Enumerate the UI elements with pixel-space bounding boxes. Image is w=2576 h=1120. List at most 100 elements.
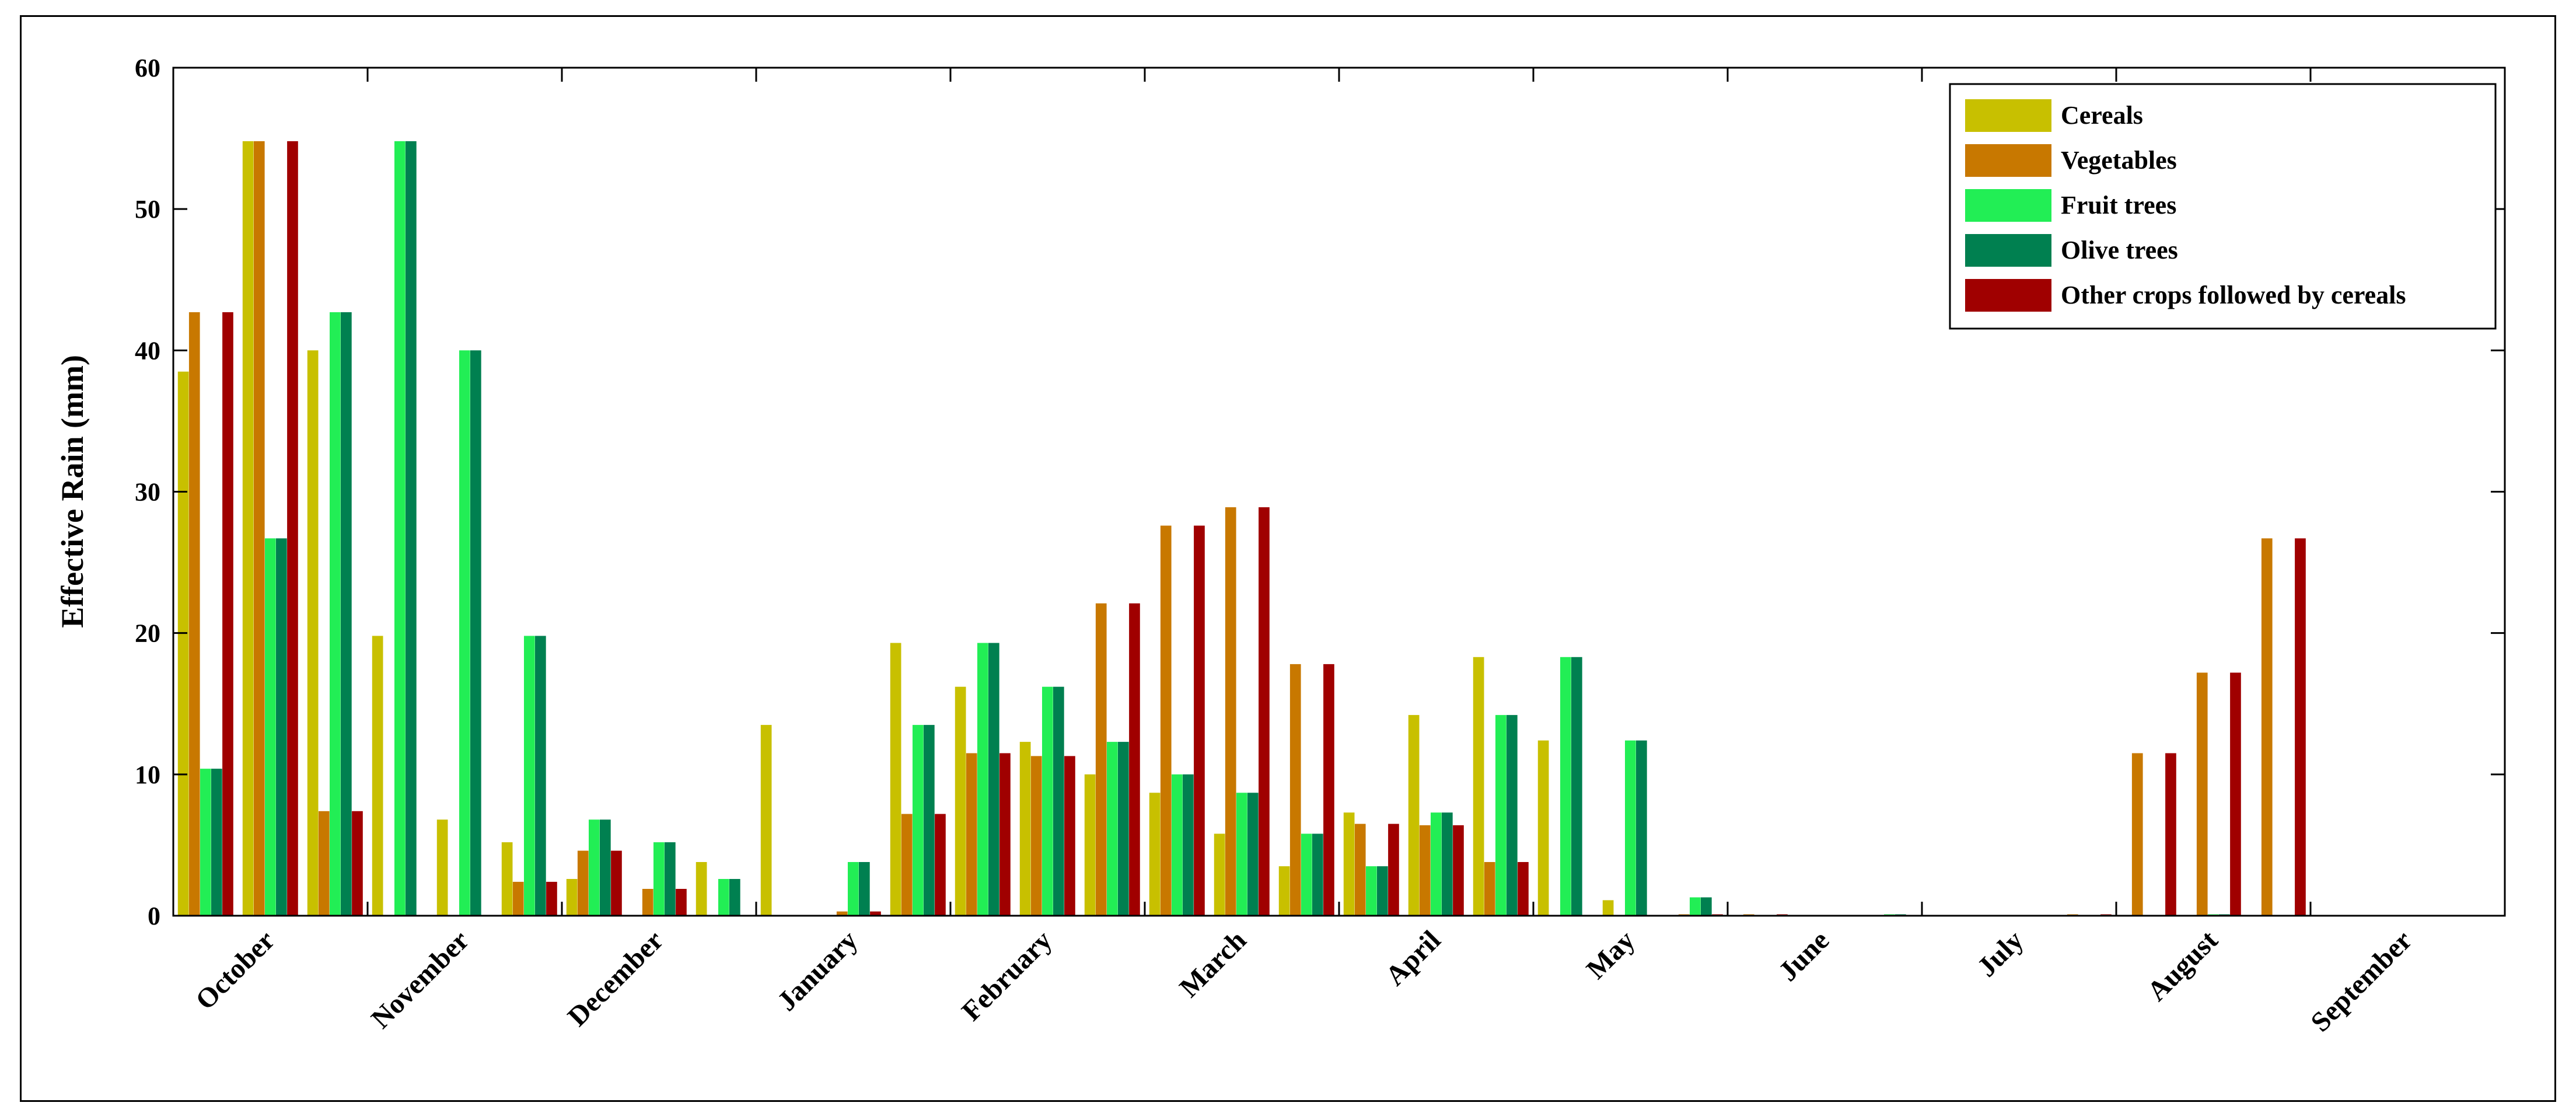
legend-swatch bbox=[1965, 189, 2051, 222]
bar bbox=[352, 811, 363, 916]
month-label: January bbox=[771, 924, 864, 1017]
bar bbox=[1312, 833, 1323, 916]
bar bbox=[913, 725, 924, 916]
bar bbox=[2131, 753, 2143, 916]
bar bbox=[977, 643, 988, 916]
bar bbox=[372, 636, 383, 916]
bar bbox=[1354, 824, 1366, 916]
bar bbox=[2230, 672, 2241, 916]
bar bbox=[1030, 756, 1042, 916]
bar bbox=[2196, 672, 2208, 916]
bar bbox=[307, 350, 319, 916]
bar bbox=[924, 725, 935, 916]
bar bbox=[287, 141, 298, 916]
bar bbox=[177, 371, 189, 916]
bar bbox=[1019, 742, 1031, 916]
bar bbox=[1107, 742, 1118, 916]
bar bbox=[1129, 603, 1140, 916]
bar bbox=[1183, 774, 1194, 916]
bar bbox=[1473, 657, 1484, 916]
bar bbox=[1214, 833, 1225, 916]
bar bbox=[653, 842, 665, 916]
bar bbox=[436, 819, 448, 916]
month-label: November bbox=[365, 924, 475, 1034]
month-label: June bbox=[1773, 924, 1835, 987]
legend-label: Vegetables bbox=[2061, 146, 2177, 175]
bar bbox=[2165, 753, 2176, 916]
bar bbox=[459, 350, 470, 916]
bar bbox=[546, 881, 557, 916]
bar bbox=[318, 811, 330, 916]
bar bbox=[1259, 507, 1270, 916]
bar bbox=[1172, 774, 1183, 916]
bar bbox=[1095, 603, 1107, 916]
bar bbox=[200, 769, 211, 916]
bar bbox=[1343, 812, 1355, 916]
y-tick-label: 10 bbox=[135, 760, 160, 789]
bar bbox=[870, 911, 881, 916]
bar bbox=[999, 753, 1011, 916]
bar bbox=[535, 636, 546, 916]
bar bbox=[695, 862, 707, 916]
bar bbox=[1042, 686, 1053, 916]
bar bbox=[988, 643, 999, 916]
bar bbox=[242, 141, 254, 916]
bar bbox=[330, 312, 341, 916]
bar bbox=[1247, 793, 1259, 916]
month-label: April bbox=[1379, 924, 1446, 992]
bar bbox=[253, 141, 265, 916]
month-label: May bbox=[1581, 924, 1641, 985]
bar bbox=[1484, 862, 1495, 916]
bar bbox=[890, 643, 901, 916]
month-label: December bbox=[562, 924, 669, 1032]
bar bbox=[1323, 664, 1334, 916]
bar bbox=[1495, 715, 1507, 916]
legend-swatch bbox=[1965, 279, 2051, 312]
bar bbox=[1636, 740, 1647, 916]
bar bbox=[276, 538, 287, 916]
bar bbox=[1690, 897, 1701, 916]
bar bbox=[676, 889, 687, 916]
y-tick-labels: 0 10 20 30 40 50 60 bbox=[135, 54, 160, 930]
y-tick-label: 40 bbox=[135, 336, 160, 365]
legend-swatch bbox=[1965, 144, 2051, 177]
bar bbox=[600, 819, 611, 916]
bar bbox=[729, 879, 740, 916]
bar bbox=[211, 769, 222, 916]
bar bbox=[577, 850, 589, 916]
month-label: September bbox=[2305, 924, 2418, 1038]
bar bbox=[524, 636, 535, 916]
bar bbox=[265, 538, 276, 916]
month-label: August bbox=[2141, 924, 2224, 1007]
bar bbox=[859, 862, 870, 916]
bar bbox=[1442, 812, 1453, 916]
bar bbox=[1064, 756, 1075, 916]
y-tick-label: 50 bbox=[135, 195, 160, 224]
y-tick-label: 30 bbox=[135, 478, 160, 507]
month-label: March bbox=[1173, 924, 1252, 1003]
bar bbox=[848, 862, 859, 916]
month-label: October bbox=[190, 924, 281, 1016]
bar bbox=[1388, 824, 1399, 916]
bar bbox=[1118, 742, 1129, 916]
bar bbox=[394, 141, 406, 916]
effective-rain-chart: 0 10 20 30 40 50 60 October November December Jan… bbox=[55, 54, 2506, 1038]
bar bbox=[1053, 686, 1064, 916]
bar bbox=[966, 753, 977, 916]
bar bbox=[955, 686, 966, 916]
bar bbox=[1507, 715, 1518, 916]
axis-ticks bbox=[173, 67, 2505, 917]
month-label: July bbox=[1972, 924, 2030, 983]
bar bbox=[1149, 793, 1161, 916]
bar bbox=[1701, 897, 1712, 916]
bar bbox=[501, 842, 513, 916]
y-tick-label: 60 bbox=[135, 54, 160, 82]
bar bbox=[341, 312, 352, 916]
bar bbox=[470, 350, 481, 916]
bar bbox=[1560, 657, 1571, 916]
bar bbox=[222, 312, 233, 916]
bar bbox=[1453, 825, 1464, 916]
legend: Cereals Vegetables Fruit trees Olive trees O… bbox=[1949, 83, 2497, 330]
bar bbox=[1602, 900, 1614, 916]
bar bbox=[1377, 866, 1388, 916]
